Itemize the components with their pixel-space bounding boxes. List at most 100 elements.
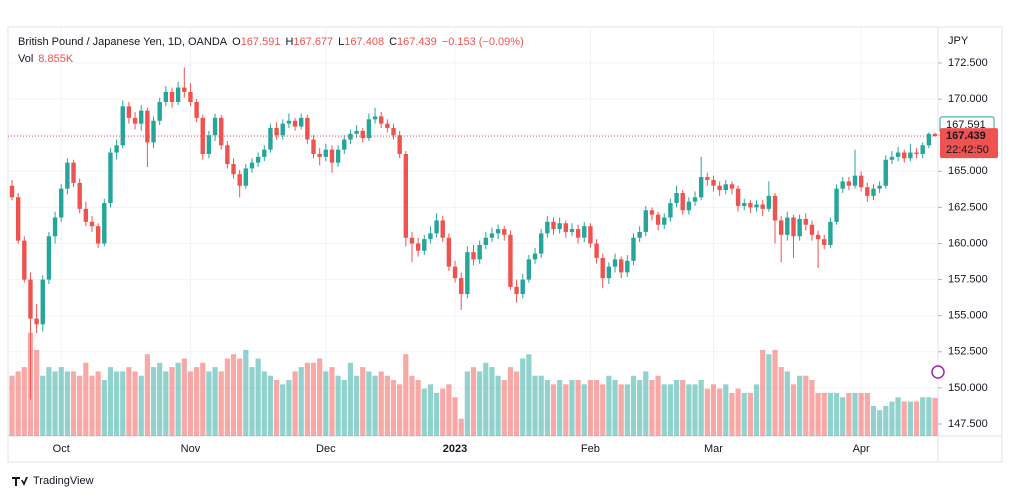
volume-bar <box>114 371 120 436</box>
ohlc-value: 167.591 <box>240 36 281 48</box>
volume-bar <box>261 371 267 436</box>
candle-body <box>397 135 402 154</box>
volume-bar <box>267 375 274 436</box>
candle-body <box>495 229 501 234</box>
y-tick-label: 147.500 <box>948 418 988 430</box>
candle-body <box>219 117 224 146</box>
volume-bar <box>194 367 200 436</box>
candle-body <box>348 133 353 140</box>
brand-name: TradingView <box>33 475 94 487</box>
candle-body <box>846 181 852 186</box>
candle-body <box>428 233 433 240</box>
volume-bar <box>427 384 434 436</box>
candle-body <box>385 123 390 128</box>
volume-bar <box>403 354 409 436</box>
candle-body <box>317 153 322 157</box>
ohlc-label: O <box>232 36 241 48</box>
volume-bar <box>575 380 581 436</box>
alert-icon[interactable] <box>931 365 945 379</box>
candle-body <box>748 203 753 208</box>
volume-bar <box>563 384 569 436</box>
candle-body <box>145 110 150 143</box>
candle-body <box>95 226 101 244</box>
volume-bar <box>52 371 58 436</box>
candle-body <box>582 226 587 238</box>
volume-bar <box>323 371 329 436</box>
candle-body <box>40 279 45 325</box>
candle-body <box>803 218 808 225</box>
candle-body <box>311 139 316 154</box>
candle-body <box>883 159 888 186</box>
previous-price-label: 167.591 <box>946 119 986 131</box>
volume-bar <box>89 375 95 436</box>
chart-frame <box>7 26 1003 463</box>
candle-body <box>366 119 372 139</box>
volume-bar <box>557 380 563 436</box>
candle-body <box>551 221 556 230</box>
candle-body <box>194 101 199 118</box>
candle-body <box>594 243 599 258</box>
candle-body <box>649 210 655 215</box>
volume-bar <box>360 367 366 436</box>
candle-body <box>729 184 735 189</box>
candle-body <box>262 149 267 157</box>
volume-bar <box>815 392 821 436</box>
volume-bar <box>218 371 224 436</box>
candle-body <box>778 220 784 235</box>
volume-bar <box>292 371 298 436</box>
volume-bar <box>606 375 612 436</box>
volume-bar <box>618 384 624 436</box>
candle-body <box>865 187 870 196</box>
volume-bar <box>760 349 766 436</box>
volume-bar <box>421 388 427 436</box>
candle-body <box>711 179 716 186</box>
candle-body <box>742 203 747 206</box>
volume-bar <box>138 375 144 436</box>
candle-body <box>858 175 864 188</box>
y-tick-label: 150.000 <box>948 382 988 394</box>
candle-body <box>255 156 261 163</box>
candle-body <box>815 234 821 240</box>
candle-body <box>785 217 790 235</box>
candle-body <box>237 174 242 186</box>
candle-body <box>212 117 218 136</box>
volume-bar <box>686 384 692 436</box>
candle-body <box>329 149 335 163</box>
volume-bar <box>335 375 341 436</box>
volume-bar <box>286 380 292 436</box>
candle-body <box>391 127 396 136</box>
candle-body <box>920 145 925 154</box>
volume-bar <box>667 384 674 436</box>
candle-body <box>502 229 507 235</box>
candle-body <box>908 152 913 159</box>
candle-body <box>126 106 132 118</box>
volume-bar <box>877 410 883 436</box>
volume-bar <box>255 358 261 436</box>
volume-bar <box>181 358 187 436</box>
volume-bar <box>70 371 77 436</box>
volume-bar <box>840 397 846 436</box>
volume-bar <box>717 388 723 436</box>
volume-bar <box>723 384 729 436</box>
candle-body <box>680 192 685 211</box>
volume-bar <box>458 418 464 436</box>
volume-bar <box>784 371 790 436</box>
candle-body <box>760 204 765 209</box>
volume-bar <box>661 384 667 436</box>
candle-body <box>612 259 618 267</box>
volume-label: Vol <box>18 53 34 65</box>
volume-bar <box>587 380 594 436</box>
candle-body <box>643 210 648 232</box>
volume-bar <box>440 388 446 436</box>
volume-bar <box>163 371 169 436</box>
volume-bar <box>310 362 317 436</box>
candle-body <box>335 149 341 163</box>
volume-bar <box>600 384 606 436</box>
volume-bar <box>593 380 600 436</box>
candle-body <box>280 123 285 136</box>
volume-bar <box>477 371 483 436</box>
y-tick-label: 157.500 <box>948 274 988 286</box>
candle-body <box>926 133 932 146</box>
volume-bar <box>630 375 637 436</box>
